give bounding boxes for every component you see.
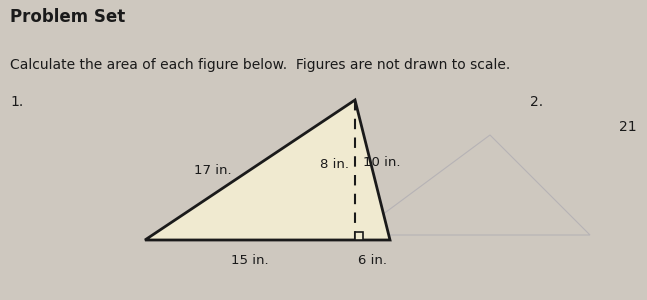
Text: 6 in.: 6 in. [358, 254, 387, 267]
Text: 17 in.: 17 in. [194, 164, 232, 176]
Text: 8 in.: 8 in. [320, 158, 349, 172]
Text: Problem Set: Problem Set [10, 8, 126, 26]
Text: 1.: 1. [10, 95, 23, 109]
Polygon shape [145, 100, 390, 240]
Text: 2.: 2. [530, 95, 543, 109]
Text: 10 in.: 10 in. [363, 155, 400, 169]
Bar [355, 232, 363, 240]
Text: Calculate the area of each figure below.  Figures are not drawn to scale.: Calculate the area of each figure below.… [10, 58, 510, 72]
Text: 15 in.: 15 in. [231, 254, 269, 267]
Text: 21: 21 [619, 120, 637, 134]
